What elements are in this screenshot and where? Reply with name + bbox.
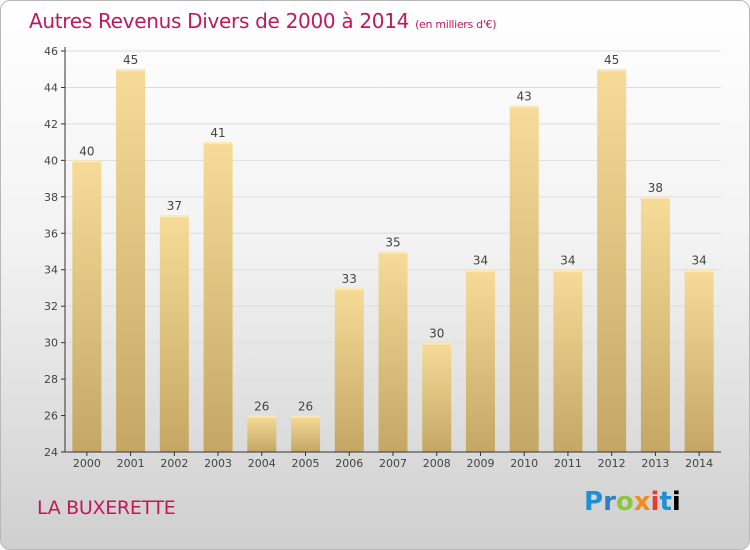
data-label: 35 [385, 236, 400, 250]
x-tick-label: 2009 [466, 457, 494, 470]
data-label: 37 [167, 199, 182, 213]
y-tick-label: 30 [44, 337, 58, 350]
bar-highlight [116, 69, 146, 72]
bar-highlight [553, 269, 583, 272]
data-label: 33 [342, 272, 357, 286]
x-tick-label: 2000 [73, 457, 101, 470]
data-label: 34 [560, 254, 575, 268]
data-label: 30 [429, 327, 444, 341]
data-label: 26 [298, 400, 313, 414]
bar-highlight [72, 160, 102, 163]
bar [378, 251, 408, 452]
chart-title: Autres Revenus Divers de 2000 à 2014 (en … [29, 9, 497, 33]
x-tick-label: 2010 [510, 457, 538, 470]
logo-letter: r [603, 487, 616, 517]
data-label: 45 [604, 53, 619, 67]
proxiti-logo: Proxiti [584, 487, 681, 517]
y-tick-label: 42 [44, 118, 58, 131]
logo-letter: i [650, 487, 660, 517]
bars [72, 69, 714, 453]
logo-letter: o [615, 487, 634, 517]
data-label: 45 [123, 53, 138, 67]
data-label: 26 [254, 400, 269, 414]
x-axis-ticks: 2000 2001 2002 2003 2004 2005 2006 2007 2008 2009… [73, 452, 713, 470]
x-tick-label: 2008 [423, 457, 451, 470]
bar [159, 215, 189, 452]
bar [247, 415, 277, 452]
bar [291, 415, 321, 452]
y-tick-label: 44 [44, 81, 58, 94]
bar-highlight [509, 105, 539, 108]
bar [465, 269, 495, 452]
x-tick-label: 2007 [379, 457, 407, 470]
chart-title-text: Autres Revenus Divers de 2000 à 2014 [29, 9, 410, 33]
y-tick-label: 34 [44, 264, 58, 277]
bar-highlight [159, 215, 189, 218]
data-label: 38 [648, 181, 663, 195]
y-tick-label: 24 [44, 446, 58, 459]
data-label: 41 [210, 126, 225, 140]
bar-highlight [247, 415, 277, 418]
bar-highlight [334, 287, 364, 290]
data-label: 34 [473, 254, 488, 268]
bar-highlight [640, 196, 670, 199]
bar [422, 342, 452, 452]
bar [116, 69, 146, 453]
data-label: 43 [517, 90, 532, 104]
y-tick-label: 38 [44, 191, 58, 204]
place-name: LA BUXERETTE [37, 497, 176, 519]
bar [509, 105, 539, 452]
bar [203, 142, 233, 453]
bar-highlight [422, 342, 452, 345]
data-label: 40 [79, 144, 94, 158]
y-tick-label: 32 [44, 300, 58, 313]
bar-highlight [203, 142, 233, 145]
bar-highlight [378, 251, 408, 254]
x-tick-label: 2011 [554, 457, 582, 470]
x-tick-label: 2014 [685, 457, 713, 470]
y-tick-label: 36 [44, 227, 58, 240]
data-label: 34 [691, 254, 706, 268]
data-labels: 40 45 37 41 26 26 33 35 30 34 43 34 45 38 34 [79, 53, 707, 413]
y-tick-label: 28 [44, 373, 58, 386]
logo-letter: t [659, 487, 672, 517]
logo-letter: P [584, 487, 604, 517]
y-tick-label: 46 [44, 45, 58, 58]
bar [597, 69, 627, 453]
bar-highlight [465, 269, 495, 272]
x-tick-label: 2004 [248, 457, 276, 470]
bar [334, 287, 364, 452]
x-tick-label: 2012 [598, 457, 626, 470]
logo-letter: x [633, 487, 651, 517]
chart-unit: (en milliers d'€) [415, 18, 497, 31]
x-tick-label: 2001 [117, 457, 145, 470]
x-tick-label: 2005 [292, 457, 320, 470]
bar-highlight [684, 269, 714, 272]
bar-highlight [291, 415, 321, 418]
y-tick-label: 26 [44, 410, 58, 423]
x-tick-label: 2003 [204, 457, 232, 470]
x-tick-label: 2006 [335, 457, 363, 470]
logo-letter: i [671, 487, 681, 517]
bar [684, 269, 714, 452]
bar [640, 196, 670, 452]
bar [72, 160, 102, 452]
bar-highlight [597, 69, 627, 72]
y-tick-label: 40 [44, 154, 58, 167]
x-tick-label: 2013 [641, 457, 669, 470]
x-tick-label: 2002 [160, 457, 188, 470]
bar [553, 269, 583, 452]
y-axis-ticks: 24 26 28 30 32 34 36 38 40 42 44 46 [44, 45, 65, 459]
